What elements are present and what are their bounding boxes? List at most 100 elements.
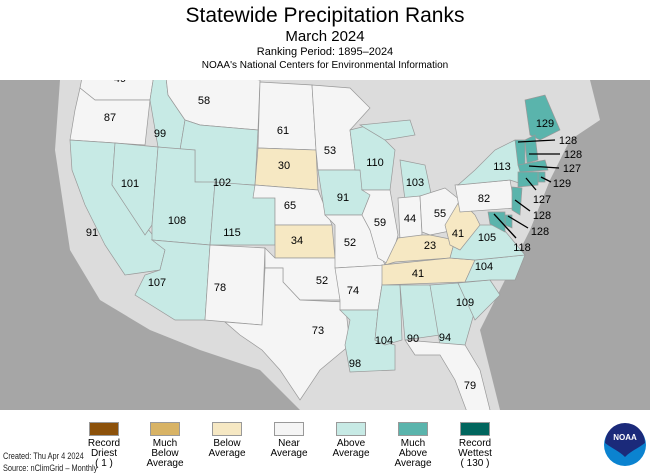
state-or [69, 87, 151, 146]
rank-label-wi: 110 [366, 157, 384, 169]
rank-label-ia: 91 [337, 192, 349, 204]
legend-label: Average [394, 458, 432, 469]
rank-label-in: 44 [404, 213, 416, 225]
rank-label-ne: 65 [284, 200, 296, 212]
state-ga [429, 282, 476, 346]
legend-item-record-driest: Record Driest( 1 ) [82, 422, 126, 469]
agency-name: NOAA's National Centers for Environmenta… [201, 60, 449, 71]
leader-line-ri [540, 176, 552, 183]
legend-label: Below [213, 438, 241, 449]
rank-label-ca: 91 [86, 227, 98, 239]
rank-label-ok: 52 [316, 275, 328, 287]
state-ar [334, 264, 386, 311]
legend-swatch [212, 422, 242, 436]
leader-line-ct [525, 177, 537, 191]
legend-label: Above [336, 438, 366, 449]
state-ky [384, 234, 456, 266]
map-title: Statewide Precipitation Ranks [185, 4, 465, 27]
ranking-period: Ranking Period: 1895–2024 [256, 46, 394, 58]
rank-label-nv: 101 [121, 178, 139, 190]
state-fl [404, 339, 491, 410]
legend-label: Much [400, 438, 426, 449]
rank-label-al: 90 [407, 333, 419, 345]
rank-label-ny: 113 [493, 161, 511, 173]
rank-label-id: 99 [154, 128, 166, 140]
rank-label-ga: 94 [439, 332, 451, 344]
rank-label-ct: 127 [533, 194, 551, 206]
rank-label-or: 87 [104, 112, 116, 124]
rank-label-de: 128 [531, 226, 549, 238]
legend-label: Near [278, 438, 300, 449]
legend-label: Average [146, 458, 184, 469]
state-nd [257, 81, 317, 151]
legend-label: Average [332, 448, 370, 459]
state-il [360, 189, 399, 266]
map-subtitle: March 2024 [285, 28, 365, 45]
rank-label-co: 115 [223, 227, 241, 239]
legend-item-much-below: Much Below Average [143, 422, 187, 469]
legend-item-above: Above Average [329, 422, 373, 459]
leader-line-de [507, 215, 529, 229]
legend-swatch [460, 422, 490, 436]
state-nc [464, 254, 526, 283]
rank-label-sc: 109 [456, 297, 474, 309]
rank-label-sd: 30 [278, 160, 290, 172]
legend-swatch [398, 422, 428, 436]
rank-label-ar: 74 [347, 285, 359, 297]
map-header: Statewide Precipitation Ranks March 2024… [0, 4, 650, 72]
data-source: Source: nClimGrid – Monthly [3, 463, 98, 473]
rank-label-nd: 61 [277, 125, 289, 137]
rank-label-fl: 79 [464, 380, 476, 392]
rank-label-il: 59 [374, 217, 386, 229]
legend-label: Below [151, 448, 179, 459]
noaa-logo: NOAA [604, 423, 646, 466]
rank-label-la: 98 [349, 358, 361, 370]
legend-label: ( 1 ) [95, 458, 113, 469]
state-tx [223, 267, 351, 401]
rank-label-pa: 82 [478, 193, 490, 205]
legend-swatch [150, 422, 180, 436]
rank-label-mn: 53 [324, 145, 336, 157]
rank-label-mo: 52 [344, 237, 356, 249]
legend-swatch [89, 422, 119, 436]
created-date: Created: Thu Apr 4 2024 [3, 451, 84, 461]
state-me [524, 94, 561, 141]
leader-line-ma [528, 165, 560, 169]
rank-label-wa: 49 [114, 80, 126, 85]
rank-label-ks: 34 [291, 235, 303, 247]
legend-item-below: Below Average [205, 422, 249, 459]
rank-label-az: 107 [148, 277, 166, 289]
rank-label-va: 105 [478, 232, 496, 244]
legend-label: ( 130 ) [460, 458, 490, 469]
rank-label-tx: 73 [312, 325, 324, 337]
legend-item-much-above: Much Above Average [391, 422, 435, 469]
rank-label-mt: 58 [198, 95, 210, 107]
legend-item-record-wettest: Record Wettest( 130 ) [453, 422, 497, 469]
legend-label: Record [87, 438, 121, 449]
legend-label: Average [208, 448, 246, 459]
rank-label-nm: 78 [214, 282, 226, 294]
rank-label-wv: 41 [452, 228, 464, 240]
rank-label-ma: 127 [563, 163, 581, 175]
rank-label-md: 118 [513, 242, 531, 254]
rank-label-ri: 129 [553, 178, 571, 190]
rank-label-mi: 103 [406, 177, 424, 189]
legend-swatch [274, 422, 304, 436]
rank-label-tn: 41 [412, 268, 424, 280]
rank-label-nc: 104 [475, 261, 493, 273]
legend-label: Record [458, 438, 492, 449]
rank-label-oh: 55 [434, 208, 446, 220]
states-layer [69, 80, 561, 410]
rank-label-me: 129 [536, 118, 554, 130]
rank-label-ky: 23 [424, 240, 436, 252]
legend-item-near: Near Average [267, 422, 311, 459]
rank-label-nj: 128 [533, 210, 551, 222]
rank-label-wy: 102 [213, 177, 231, 189]
legend-label: Above [398, 448, 428, 459]
leader-line-vt [517, 139, 556, 143]
legend-label: Much [152, 438, 178, 449]
legend-label: Average [270, 448, 308, 459]
rank-labels-layer: 49 87 91 101 99 58 102 108 115 107 78 61 30 65 34 52 73 5… [86, 80, 582, 392]
rank-label-nh: 128 [564, 149, 582, 161]
state-nv [111, 142, 159, 236]
